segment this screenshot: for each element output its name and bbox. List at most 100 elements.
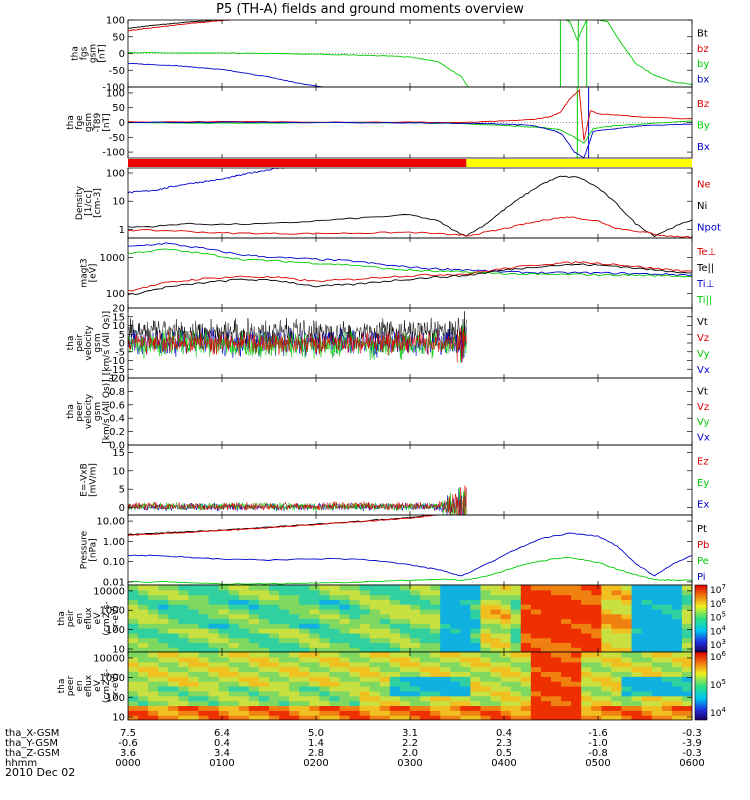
ylabel-line: peer	[75, 401, 85, 422]
ephemeris-value: 2.3	[496, 738, 512, 749]
ylabel-line: gsm	[93, 333, 103, 352]
ephemeris-row-label: tha_Y-GSM	[5, 738, 58, 749]
fge-ytick-label: 50	[112, 103, 125, 114]
ylabel-line: [cm-3]	[93, 188, 103, 218]
temps-series-Ti⊥	[128, 242, 692, 277]
peir_vel-ytick-label: 20	[112, 304, 125, 315]
ylabel-line: [nT]	[98, 44, 108, 62]
fge-traces	[128, 87, 692, 158]
fgs-legend-Bt: Bt	[697, 29, 708, 40]
peir_vel-ytick-label: -15	[109, 365, 125, 376]
fgs-legend-by: by	[697, 59, 709, 70]
panel-peer_vel: 1.00.80.60.40.20.0thapeervelocitygsm[km/…	[66, 374, 710, 452]
ylabel-line: Density	[75, 185, 85, 220]
temps-ytick-label: 100	[106, 289, 125, 300]
ylabel-line: eflux	[84, 607, 94, 630]
ylabel-line: peer	[66, 675, 76, 696]
ylabel-line: gsm	[89, 44, 99, 63]
peir_eflux-ylabel: thapeirenefluxeV(cm2-s-sr-eV)	[57, 601, 121, 635]
fge-ytick-label: -100	[102, 148, 125, 159]
density-series-Ni	[128, 175, 692, 238]
ephemeris-value: 2.2	[402, 738, 418, 749]
ephemeris-value: 0300	[397, 758, 422, 769]
efield-ytick-label: 0	[119, 503, 125, 514]
fgs-traces	[128, 20, 692, 87]
temps-series-Te||	[128, 263, 692, 296]
fgs-legend-bz: bz	[697, 44, 709, 55]
panel-pressure: 10.00 1.00 0.10 0.01 Pressure[nPa] Pt Pb Pe Pi	[80, 514, 709, 588]
peir_eflux-ytick-label: 100	[106, 625, 125, 636]
fgs-series-Bt	[128, 20, 230, 30]
ylabel-line: en	[75, 680, 85, 691]
fge-legend-By: By	[697, 121, 710, 132]
ephemeris-value: 6.4	[214, 728, 230, 739]
pressure-series-Pt	[128, 515, 438, 536]
pressure-legend-Pi: Pi	[697, 572, 706, 583]
colorbar-tick-label: 104	[710, 706, 726, 719]
ephemeris-value: 1.4	[308, 738, 324, 749]
temps-legend-Ti||: Ti||	[696, 295, 712, 306]
peer_eflux-ylabel: thapeerenefluxeV(cm2-s-sr-eV)	[57, 669, 121, 703]
colorbar-tick-exponent: 6	[721, 650, 726, 658]
fgs-ytick-label: -50	[109, 66, 125, 77]
ephemeris-value: 0000	[115, 758, 140, 769]
fgs-series-bx	[128, 62, 326, 87]
ephemeris-value: 0500	[585, 758, 610, 769]
efield-ylabel: E=-VxB[mV/m]	[80, 463, 99, 497]
fge-series-Bx	[128, 121, 692, 158]
pressure-traces	[128, 515, 692, 585]
peer_vel-ytick-label: 0.6	[109, 400, 125, 411]
ephemeris-table: tha_X-GSM 7.5 6.4 5.0 3.1 0.4 -1.6 -0.3 tha_Y-GS…	[5, 728, 705, 769]
ylabel-line: [eV]	[89, 264, 99, 283]
ylabel-line: tha	[66, 115, 76, 130]
efield-series-Ez	[128, 485, 467, 515]
ylabel-line: tha	[57, 611, 67, 626]
peir_vel-legend-Vy: Vy	[697, 349, 710, 360]
ephemeris-value: 2.0	[402, 748, 418, 759]
ephemeris-value: 7.5	[120, 728, 136, 739]
peir_eflux-spectrogram	[128, 585, 692, 652]
pressure-ytick-label: 0.10	[103, 557, 125, 568]
peer_eflux-ytick-label: 1000	[100, 673, 125, 684]
fgs-series-by2	[564, 20, 692, 85]
date-label: 2010 Dec 02	[5, 766, 75, 779]
pressure-legend-Pe: Pe	[697, 556, 709, 567]
peer_vel-ytick-label: 0.8	[109, 387, 125, 398]
panel-fgs: 100 50 0 -50 -100 thafgsgsm[nT] Bt bz by bx	[71, 16, 710, 94]
peer_vel-legend-Vx: Vx	[697, 432, 710, 443]
density-legend-Ne: Ne	[697, 180, 711, 191]
peir_vel-ytick-label: -20	[109, 374, 125, 385]
ephemeris-value: 3.4	[214, 748, 230, 759]
ephemeris-value: 3.6	[120, 748, 136, 759]
pressure-ytick-label: 10.00	[96, 517, 125, 528]
fgs-series-by	[128, 52, 469, 87]
colorbar-tick-exponent: 6	[721, 597, 726, 605]
ephemeris-value: 0100	[209, 758, 234, 769]
efield-legend-Ez: Ez	[697, 457, 709, 468]
chart-title: P5 (TH-A) fields and ground moments over…	[216, 2, 524, 17]
peer_vel-ytick-label: 0.4	[109, 414, 125, 425]
panel-density: 100 10 1 Density[1/cc][cm-3] Ne Ni Npot	[75, 167, 721, 239]
density-legend-Ni: Ni	[697, 201, 707, 212]
peir_vel-legend-Vx: Vx	[697, 365, 710, 376]
ylabel-line: tha	[66, 336, 76, 351]
panel-temps: 1000 100 magt3[eV] Te⊥ Te|| Ti⊥ Ti||	[80, 237, 716, 309]
fgs-ylabel: thafgsgsm[nT]	[71, 44, 108, 63]
peir_vel-series-Vt	[128, 311, 467, 348]
fge-ytick-label: 0	[119, 118, 125, 129]
colorbar-tick-exponent: 7	[721, 583, 725, 591]
panel-peer_eflux: 106 105 104 10000 1000 100 10 thapeerenefluxeV(…	[57, 650, 726, 723]
ephemeris-value: 0.5	[496, 748, 512, 759]
temps-legend-Te⊥: Te⊥	[696, 247, 716, 258]
ylabel-line: velocity	[84, 325, 94, 361]
panel-fge: 100 50 0 -50 -100 thafgegsm-T89[nT] Bz By Bx	[66, 86, 710, 159]
colorbar-tick-label: 105	[710, 611, 726, 624]
ylabel-line: gsm	[84, 113, 94, 132]
efield-traces	[128, 485, 467, 515]
ylabel-line: [1/cc]	[84, 190, 94, 216]
ephemeris-value: -1.0	[588, 738, 608, 749]
ephemeris-value: 0600	[679, 758, 704, 769]
pressure-ytick-label: 0.01	[103, 577, 125, 588]
ylabel-line: tha	[71, 46, 81, 61]
